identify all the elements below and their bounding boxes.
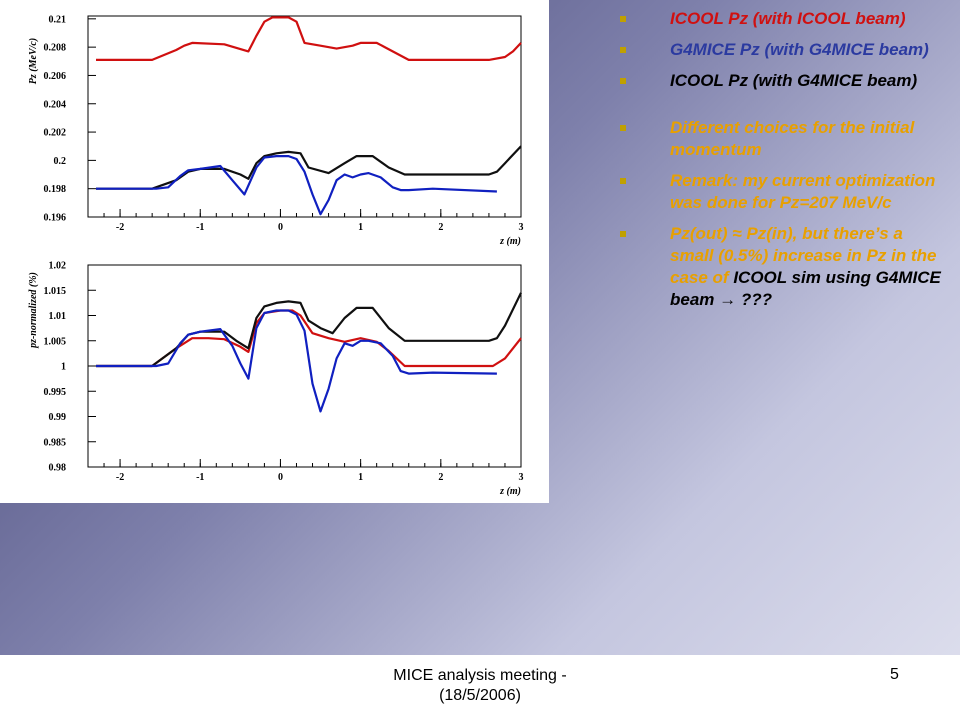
y-tick-label: 0.204 xyxy=(44,99,67,110)
bullet-item: ICOOL Pz (with G4MICE beam) xyxy=(618,70,950,92)
y-tick-label: 0.198 xyxy=(44,184,67,195)
y-tick-label: 1.01 xyxy=(49,311,67,322)
bullet-item: Pz(out) ≈ Pz(in), but there’s a small (0… xyxy=(618,223,950,311)
bullet-marker-icon xyxy=(620,47,626,53)
y-tick-label: 0.196 xyxy=(44,213,67,224)
bullet-text: Different choices for the initial moment… xyxy=(670,118,915,159)
series-line xyxy=(96,309,522,368)
plots-panel: -2 -1 0 1 2 3 0.196 0.198 0.2 0.202 0.204 0.206 0.20… xyxy=(0,0,549,503)
series-line xyxy=(96,309,497,413)
x-tick-label: 1 xyxy=(358,222,363,233)
x-tick-label: -1 xyxy=(196,472,204,483)
y-axis-label: Pz (MeV/c) xyxy=(28,38,39,84)
bullet-item: Different choices for the initial moment… xyxy=(618,117,950,161)
y-tick-label: 0.21 xyxy=(49,14,67,25)
x-tick-label: 0 xyxy=(278,472,283,483)
bullet-item: Remark: my current optimization was done… xyxy=(618,170,950,214)
series-line xyxy=(96,16,522,61)
footer-title: MICE analysis meeting - (18/5/2006) xyxy=(393,667,567,704)
x-tick-label: 2 xyxy=(438,222,443,233)
bullet-item: G4MICE Pz (with G4MICE beam) xyxy=(618,39,950,61)
bullet-marker-icon xyxy=(620,16,626,22)
bullet-item: ICOOL Pz (with ICOOL beam) xyxy=(618,8,950,30)
bullet-marker-icon xyxy=(620,125,626,131)
bullet-marker-icon xyxy=(620,78,626,84)
y-tick-label: 0.99 xyxy=(49,412,67,423)
x-axis-label: z (m) xyxy=(499,236,521,247)
bullet-text: Remark: my current optimization was done… xyxy=(670,171,936,212)
bullet-text: G4MICE Pz (with G4MICE beam) xyxy=(670,40,929,59)
bullet-text-part: ??? xyxy=(736,290,773,309)
bullet-text: ICOOL Pz (with ICOOL beam) xyxy=(670,9,906,28)
bullet-marker-icon xyxy=(620,231,626,237)
y-axis-label: pz-normalized (%) xyxy=(28,272,39,349)
plot-frame xyxy=(87,15,522,218)
bullet-list: ICOOL Pz (with ICOOL beam) G4MICE Pz (wi… xyxy=(618,8,950,320)
y-tick-label: 0.2 xyxy=(54,156,67,167)
slide-number: 5 xyxy=(890,666,899,683)
y-tick-label: 1.015 xyxy=(44,286,67,297)
y-tick-label: 0.985 xyxy=(44,437,67,448)
bullet-text-part: Pz(out) ≈ Pz(in), but there’s a small (0… xyxy=(670,224,937,287)
x-tick-label: 3 xyxy=(519,222,524,233)
y-tick-label: 0.208 xyxy=(44,43,67,54)
bullet-marker-icon xyxy=(620,178,626,184)
y-tick-label: 1.005 xyxy=(44,336,67,347)
bullet-text: ICOOL Pz (with G4MICE beam) xyxy=(670,71,918,90)
x-tick-label: 0 xyxy=(278,222,283,233)
footer-bar xyxy=(0,655,960,720)
x-tick-label: -2 xyxy=(116,472,124,483)
x-tick-label: 3 xyxy=(519,472,524,483)
bullet-text-part: ICOOL sim using G4MICE beam xyxy=(670,268,941,309)
series-line xyxy=(96,155,497,216)
x-tick-label: -1 xyxy=(196,222,204,233)
y-tick-label: 1.02 xyxy=(49,261,67,272)
y-tick-label: 1 xyxy=(61,362,66,373)
x-tick-label: -2 xyxy=(116,222,124,233)
arrow-right-icon: → xyxy=(719,290,737,309)
x-tick-label: 1 xyxy=(358,472,363,483)
y-tick-label: 0.995 xyxy=(44,387,67,398)
plots-svg: -2 -1 0 1 2 3 0.196 0.198 0.2 0.202 0.204 0.206 0.20… xyxy=(28,14,524,497)
y-tick-label: 0.206 xyxy=(44,71,67,82)
y-tick-label: 0.98 xyxy=(49,463,67,474)
x-axis-label: z (m) xyxy=(499,486,521,497)
y-tick-label: 0.202 xyxy=(44,128,67,139)
x-tick-label: 2 xyxy=(438,472,443,483)
